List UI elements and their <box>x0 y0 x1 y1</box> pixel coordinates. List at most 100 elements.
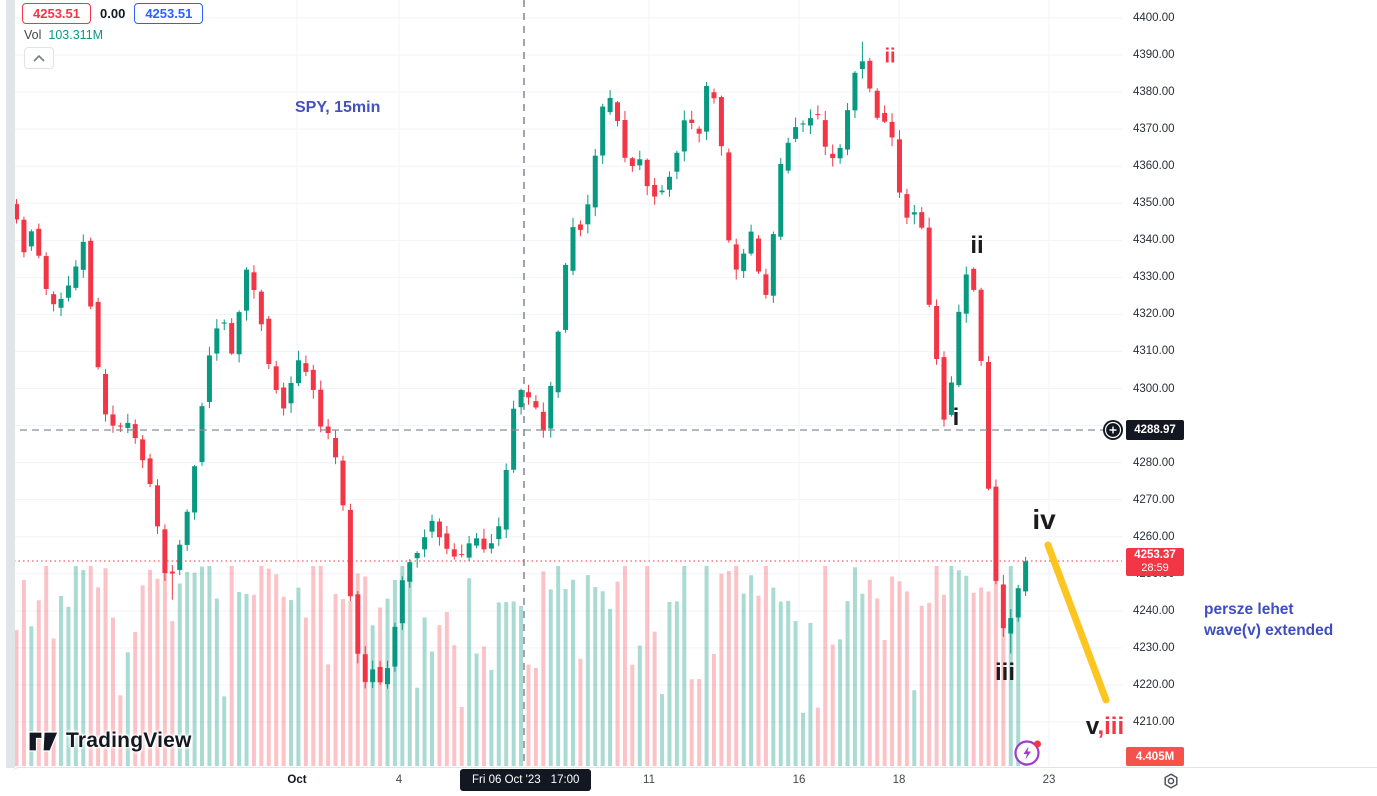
volume-bar <box>637 645 642 766</box>
candle-body <box>436 521 442 538</box>
volume-bar <box>73 566 78 766</box>
candle-body <box>36 228 42 256</box>
quick-action-flash-button[interactable] <box>1013 738 1043 768</box>
volume-bar <box>489 669 494 766</box>
elliott-wave-label[interactable]: ii <box>884 46 895 69</box>
volume-bar <box>222 696 227 766</box>
volume-bar <box>155 578 160 766</box>
candle-body <box>956 311 962 386</box>
volume-bar <box>96 587 101 766</box>
elliott-wave-label[interactable]: i <box>953 404 960 432</box>
volume-bar <box>200 566 204 766</box>
candle-body <box>978 289 984 361</box>
volume-bar <box>749 575 754 766</box>
candle-body <box>51 294 57 305</box>
volume-bar <box>964 575 969 766</box>
volume-bar <box>214 598 219 766</box>
candle-body <box>244 269 250 311</box>
candle-body <box>110 414 116 426</box>
price-tick-label: 4240.00 <box>1133 604 1175 617</box>
volume-bar <box>51 638 56 766</box>
bar-countdown: 28:59 <box>1141 562 1169 574</box>
candle-body <box>258 291 264 325</box>
volume-bar <box>229 566 234 766</box>
candle-body <box>310 369 316 390</box>
wave-v-projection-line[interactable] <box>1044 541 1110 704</box>
volume-bar <box>904 591 909 766</box>
candle-body <box>295 360 301 384</box>
price-tick-label: 4320.00 <box>1133 308 1175 321</box>
volume-bar <box>355 573 360 766</box>
candle-body <box>429 520 435 532</box>
volume-bar <box>1001 595 1006 766</box>
volume-bar <box>830 644 835 766</box>
volume-bar <box>852 567 857 766</box>
candle-body <box>333 437 339 458</box>
volume-bar <box>600 591 605 766</box>
volume-bar <box>934 566 939 766</box>
candle-body <box>533 401 539 408</box>
last-price-value: 4253.37 <box>1134 549 1176 561</box>
price-tick-label: 4280.00 <box>1133 456 1175 469</box>
volume-legend: Vol 103.311M <box>24 28 103 42</box>
volume-bar <box>437 625 442 766</box>
candle-body <box>778 164 784 237</box>
volume-bar <box>496 602 501 766</box>
elliott-wave-label[interactable]: iv <box>1032 504 1055 536</box>
symbol-text-drawing[interactable]: SPY, 15min <box>295 99 381 116</box>
add-alert-plus-icon[interactable] <box>1102 419 1124 441</box>
candle-body <box>785 142 791 171</box>
volume-bar <box>526 664 531 766</box>
collapse-legend-button[interactable] <box>24 47 54 69</box>
price-tick-label: 4330.00 <box>1133 271 1175 284</box>
candle-body <box>273 366 279 390</box>
candle-body <box>615 102 621 121</box>
candle-body <box>325 426 331 434</box>
time-axis[interactable]: Oct 4 11 16 18 23 Fri 06 Oct '23 17:00 <box>12 767 1377 796</box>
annotation-text-drawing[interactable]: persze lehet wave(v) extended <box>1204 599 1333 641</box>
price-tick-label: 4260.00 <box>1133 530 1175 543</box>
candle-body <box>525 392 531 398</box>
time-tick-label: 4 <box>395 774 403 786</box>
volume-bar <box>593 587 598 766</box>
candle-body <box>444 533 450 549</box>
candle-body <box>629 158 635 166</box>
time-tick-label: 16 <box>792 774 806 786</box>
volume-bar <box>645 566 650 766</box>
volume-bar <box>511 601 516 766</box>
volume-bar <box>971 592 976 766</box>
volume-bar <box>36 600 41 766</box>
volume-bar <box>786 601 791 766</box>
tradingview-logo[interactable]: TradingView <box>28 729 192 753</box>
candle-body <box>563 264 569 330</box>
candle-body <box>948 382 954 415</box>
volume-bar <box>422 617 427 766</box>
candle-body <box>845 110 851 150</box>
elliott-wave-label[interactable]: ii <box>970 232 983 260</box>
volume-bar <box>993 566 998 766</box>
candle-body <box>622 119 628 158</box>
candle-body <box>896 139 902 193</box>
elliott-wave-label[interactable]: iii <box>995 659 1015 687</box>
candle-body <box>459 554 465 556</box>
candle-body <box>763 274 769 295</box>
candle-body <box>681 120 687 152</box>
wave-label-text: ii <box>884 45 896 68</box>
volume-bar <box>763 566 768 766</box>
candle-body <box>726 152 732 241</box>
axis-settings-gear-icon[interactable] <box>1160 771 1182 793</box>
time-tick-label: Oct <box>287 774 307 786</box>
price-tick-label: 4300.00 <box>1133 382 1175 395</box>
volume-bar <box>459 707 464 766</box>
candle-body <box>355 594 361 654</box>
volume-bar <box>303 617 308 766</box>
volume-bar <box>185 571 190 766</box>
candle-body <box>600 106 606 156</box>
candle-body <box>95 301 101 368</box>
elliott-wave-label[interactable]: v,iii <box>1086 713 1124 741</box>
candle-body <box>229 323 235 354</box>
volume-bar <box>363 576 368 766</box>
volume-bar <box>741 593 746 766</box>
